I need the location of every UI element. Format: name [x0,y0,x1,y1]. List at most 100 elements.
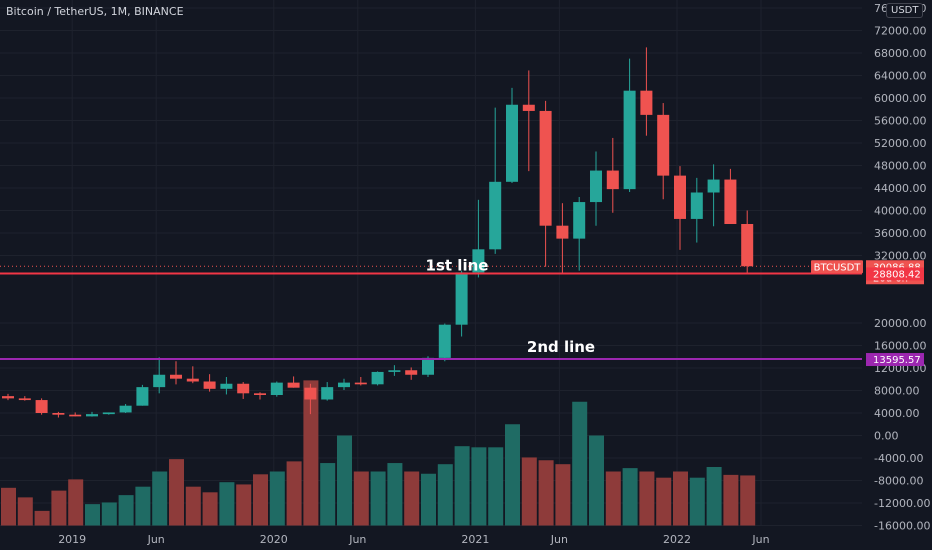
volume-bar [723,474,739,526]
volume-bar [219,482,235,526]
price-tick-label: 60000.00 [874,92,927,105]
volume-bar [286,461,302,526]
candle-body [657,114,670,176]
candle-body [186,378,199,382]
candle-body [640,90,653,115]
volume-bar [85,504,100,526]
candle-body [102,412,115,415]
volume-bar [572,401,588,526]
candle-body [422,357,434,375]
volume-bar [471,447,487,526]
candle-body [52,413,65,415]
volume-bar [605,471,621,526]
candle-body [153,374,166,388]
candle-body [388,370,401,372]
price-tick-label: 52000.00 [874,137,927,150]
time-tick-label: 2019 [58,533,86,546]
price-tick-label: 72000.00 [874,25,927,38]
volume-bar [538,460,554,526]
time-axis[interactable]: 2019 Jun 2020 Jun 2021 Jun 2022 Jun [58,533,769,546]
price-tick-label: -4000.00 [874,452,923,465]
horizontal-lines: 1st line 2nd line [0,256,862,361]
candle-body [724,179,737,224]
symbol-badge [811,260,863,274]
volume-bar [488,447,504,526]
volume-bar [51,490,67,526]
volume-bar [152,471,168,526]
volume-bar [34,510,50,526]
volume-bar [236,484,252,526]
price-tick-label: 40000.00 [874,205,927,218]
candle-body [489,181,502,250]
candle-body [338,382,350,388]
volume-bar [505,424,520,526]
candle-body [69,414,82,417]
second-line-price-badge [866,353,924,367]
symbol-badge-text: BTCUSDT [814,262,862,273]
second-line-price-text: 13595.57 [873,355,921,366]
price-tick-label: -12000.00 [874,497,930,510]
volume-bar [320,463,336,526]
candle-body [354,382,367,385]
candle-body [220,383,233,389]
candles [2,47,754,418]
candle-body [455,272,468,325]
volume-bar [673,471,688,526]
candle-body [674,175,686,219]
volume-bar [17,497,33,526]
first-line-price-badge [866,267,924,281]
candle-body [556,225,569,239]
volume-bar [421,473,436,526]
time-tick-label: 2020 [260,533,288,546]
time-tick-label: Jun [348,533,366,546]
price-tick-label: 48000.00 [874,160,927,173]
time-tick-label: Jun [751,533,769,546]
price-tick-label: 32000.00 [874,250,927,263]
first-line-label: 1st line [426,256,489,274]
volume-bar [370,471,386,526]
candle-body [86,414,98,417]
price-tick-label: 20000.00 [874,317,927,330]
price-tick-label: 64000.00 [874,70,927,83]
volume-bar [303,380,319,526]
price-tick-label: 68000.00 [874,47,927,60]
volume-bar [639,471,655,526]
candle-body [203,381,216,389]
candle-body [707,179,720,193]
volume-bar [521,457,537,526]
volume-bar [454,446,470,526]
candle-body [170,374,182,379]
price-tick-label: -16000.00 [874,520,930,533]
candle-body [35,400,48,413]
candle-body [254,393,266,395]
candle-body [321,387,334,400]
volume-bar [135,486,151,526]
candle-body [539,110,552,226]
volume-bar [622,468,638,526]
time-tick-label: 2022 [663,533,691,546]
time-tick-label: Jun [550,533,568,546]
candle-body [590,170,602,203]
volume-bar [269,471,285,526]
currency-button[interactable]: USDT [886,3,924,18]
volume-bar [1,487,16,526]
price-tick-label: 16000.00 [874,340,927,353]
volume-bar [589,435,604,526]
volume-bar [404,471,420,526]
volume-bars [1,380,756,526]
candle-body [287,382,300,388]
time-tick-label: 2021 [461,533,489,546]
candle-body [623,90,636,190]
volume-bar [437,464,453,526]
volume-bar [740,475,756,526]
volume-bar [706,467,722,526]
candle-body [573,202,586,239]
candle-body [136,387,149,406]
volume-bar [387,463,403,526]
volume-bar [353,471,369,526]
candle-body [606,170,619,190]
volume-bar [118,495,134,526]
volume-bar [202,492,218,526]
